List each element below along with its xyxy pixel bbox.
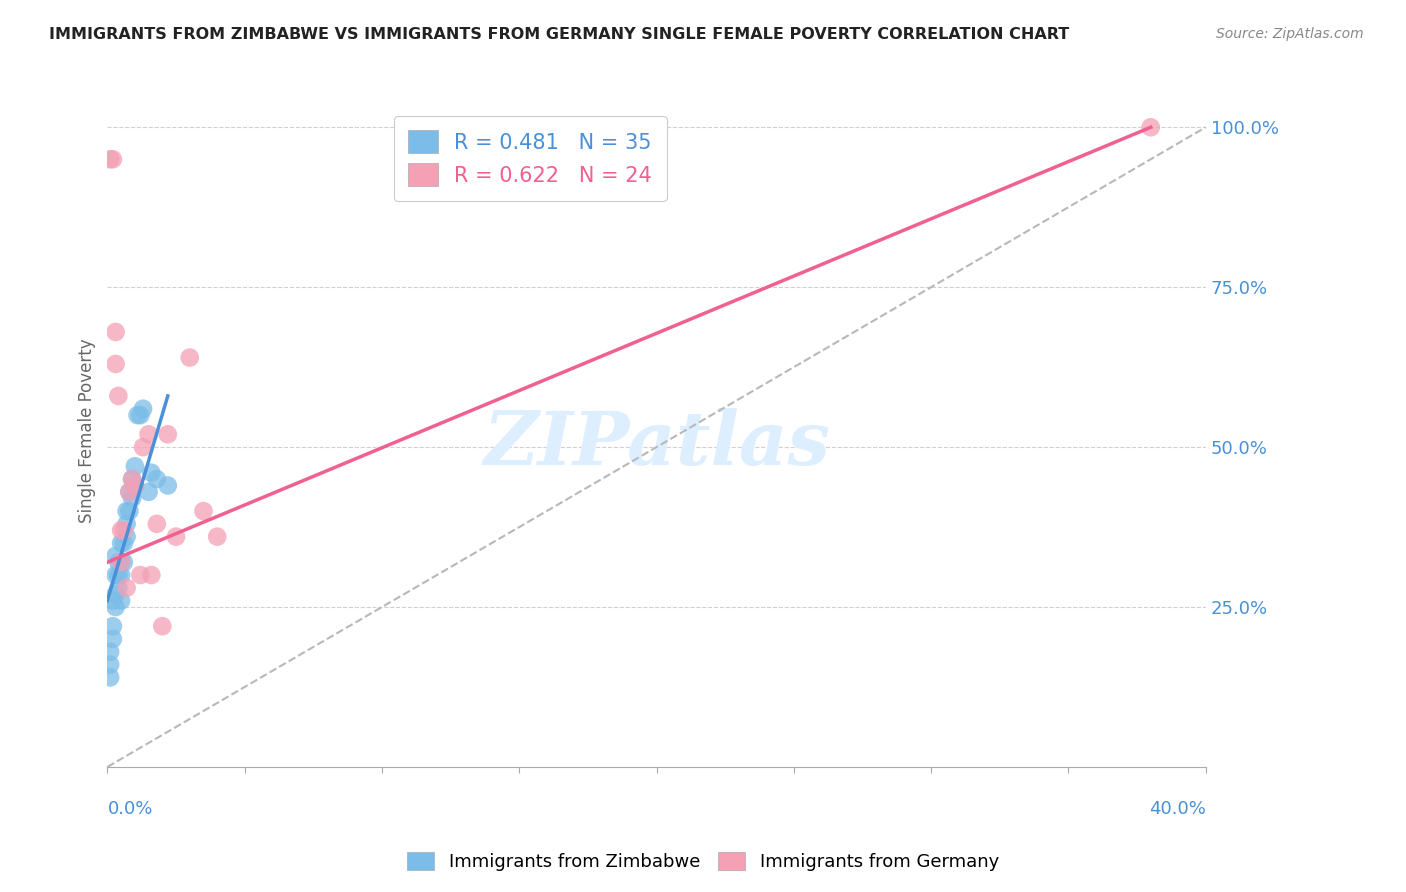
Point bbox=[101, 632, 124, 646]
Y-axis label: Single Female Poverty: Single Female Poverty bbox=[79, 339, 96, 524]
Point bbox=[132, 401, 155, 416]
Point bbox=[107, 581, 129, 595]
Text: ZIPatlas: ZIPatlas bbox=[484, 409, 830, 481]
Point bbox=[104, 587, 127, 601]
Point bbox=[124, 459, 146, 474]
Point bbox=[129, 408, 152, 422]
Point bbox=[146, 472, 169, 486]
Point bbox=[110, 536, 132, 550]
Point bbox=[129, 568, 152, 582]
Point bbox=[141, 568, 163, 582]
Point bbox=[101, 153, 124, 167]
Point bbox=[132, 440, 155, 454]
Point bbox=[205, 530, 228, 544]
Point bbox=[98, 645, 121, 659]
Point bbox=[115, 581, 138, 595]
Point bbox=[107, 389, 129, 403]
Point bbox=[110, 568, 132, 582]
Point bbox=[156, 478, 179, 492]
Point bbox=[118, 504, 141, 518]
Point bbox=[124, 478, 146, 492]
Point bbox=[146, 516, 169, 531]
Point bbox=[104, 549, 127, 563]
Point bbox=[118, 484, 141, 499]
Point bbox=[98, 153, 121, 167]
Point bbox=[110, 555, 132, 569]
Point bbox=[112, 555, 135, 569]
Point bbox=[141, 466, 163, 480]
Text: 40.0%: 40.0% bbox=[1149, 800, 1206, 818]
Point bbox=[107, 568, 129, 582]
Point bbox=[101, 619, 124, 633]
Point bbox=[156, 427, 179, 442]
Point bbox=[104, 600, 127, 615]
Point bbox=[104, 325, 127, 339]
Point bbox=[179, 351, 201, 365]
Text: IMMIGRANTS FROM ZIMBABWE VS IMMIGRANTS FROM GERMANY SINGLE FEMALE POVERTY CORREL: IMMIGRANTS FROM ZIMBABWE VS IMMIGRANTS F… bbox=[49, 27, 1070, 42]
Point bbox=[112, 536, 135, 550]
Point bbox=[98, 670, 121, 684]
Text: 0.0%: 0.0% bbox=[107, 800, 153, 818]
Point bbox=[127, 408, 149, 422]
Point bbox=[121, 472, 143, 486]
Point bbox=[193, 504, 215, 518]
Point bbox=[121, 491, 143, 506]
Point bbox=[150, 619, 173, 633]
Point bbox=[110, 523, 132, 537]
Point bbox=[104, 568, 127, 582]
Point bbox=[98, 657, 121, 672]
Point bbox=[124, 478, 146, 492]
Point bbox=[107, 555, 129, 569]
Point bbox=[165, 530, 187, 544]
Point bbox=[121, 472, 143, 486]
Point bbox=[110, 593, 132, 607]
Point bbox=[104, 357, 127, 371]
Point bbox=[101, 593, 124, 607]
Point bbox=[112, 523, 135, 537]
Legend: Immigrants from Zimbabwe, Immigrants from Germany: Immigrants from Zimbabwe, Immigrants fro… bbox=[399, 846, 1007, 879]
Point bbox=[115, 530, 138, 544]
Text: Source: ZipAtlas.com: Source: ZipAtlas.com bbox=[1216, 27, 1364, 41]
Point bbox=[110, 555, 132, 569]
Legend: R = 0.481   N = 35, R = 0.622   N = 24: R = 0.481 N = 35, R = 0.622 N = 24 bbox=[394, 116, 666, 201]
Point bbox=[138, 427, 160, 442]
Point bbox=[138, 484, 160, 499]
Point bbox=[1139, 120, 1161, 135]
Point bbox=[115, 504, 138, 518]
Point bbox=[115, 516, 138, 531]
Point bbox=[118, 484, 141, 499]
